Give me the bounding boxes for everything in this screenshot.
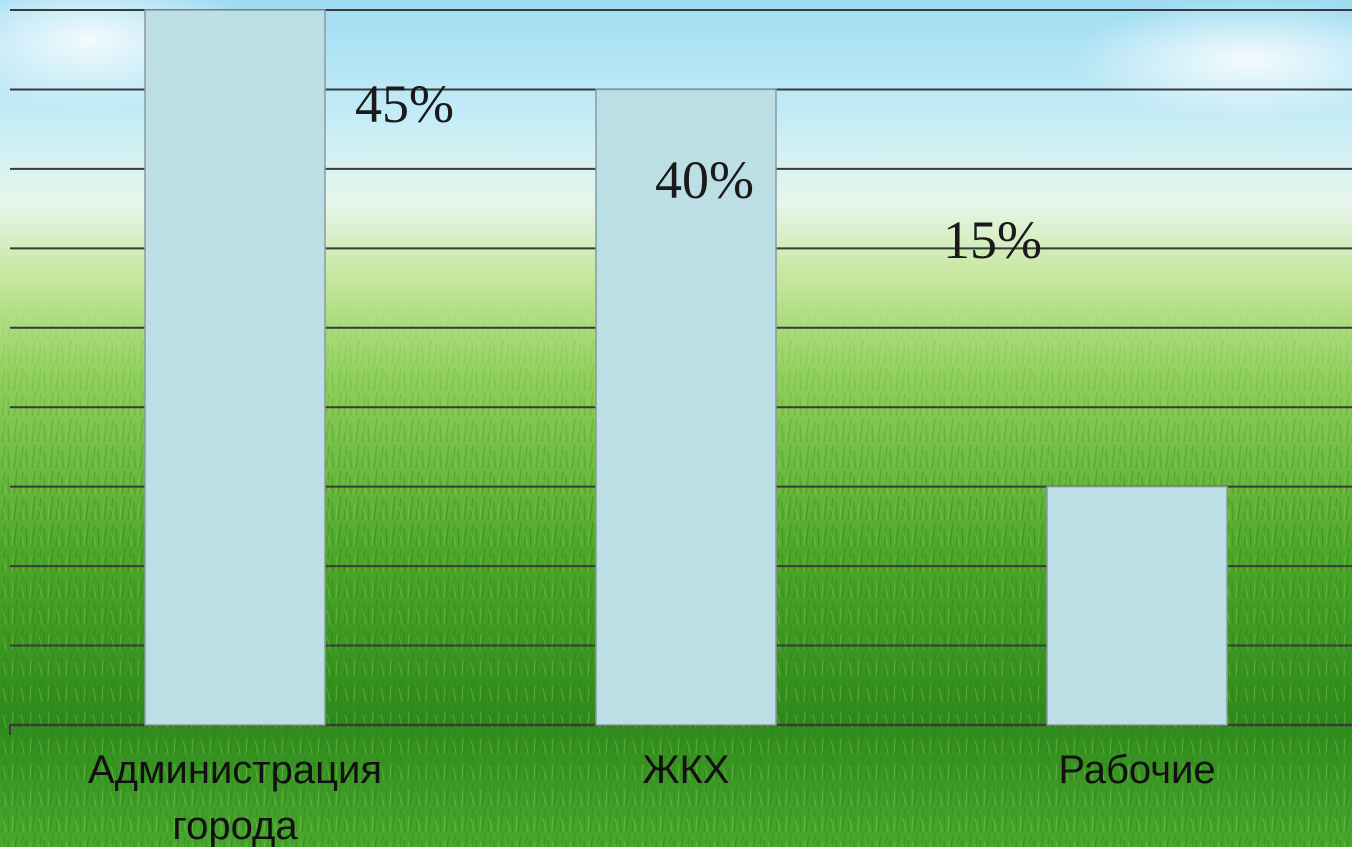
category-label-1-line-2: города	[172, 804, 298, 847]
bar-1	[144, 9, 326, 726]
category-label-3: Рабочие	[1058, 748, 1215, 792]
category-label-1-line-1: Администрация	[88, 748, 382, 792]
bar-2	[595, 88, 777, 726]
bars	[144, 9, 1228, 726]
data-label-1: 45%	[355, 74, 454, 134]
category-label-2: ЖКХ	[643, 748, 730, 792]
bar-3	[1046, 485, 1228, 726]
data-label-2: 40%	[655, 150, 754, 210]
data-labels: 45% 40% 15%	[355, 74, 1042, 270]
data-label-3: 15%	[943, 210, 1042, 270]
category-labels: Администрация города ЖКХ Рабочие	[88, 748, 1216, 847]
